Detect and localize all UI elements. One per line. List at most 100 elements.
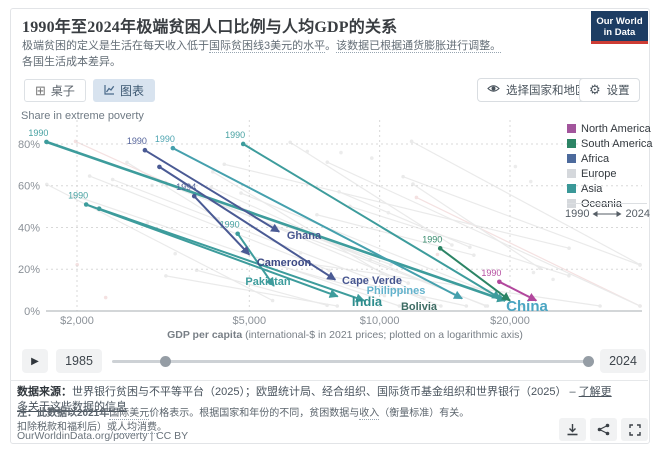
page-title: 1990年至2024年极端贫困人口比例与人均GDP的关系	[22, 19, 398, 36]
timeline-start-year[interactable]: 1985	[56, 349, 102, 373]
note-text: （衡量标准）有关。	[379, 408, 470, 419]
series-china[interactable]: 1990 China	[28, 128, 548, 315]
series-line[interactable]	[98, 207, 365, 303]
download-button[interactable]	[559, 418, 586, 441]
series-start-point	[96, 206, 102, 211]
legend-item-africa[interactable]: Africa	[567, 151, 653, 166]
timeline-end-year[interactable]: 2024	[600, 349, 646, 373]
series-start-year: 1990	[422, 234, 442, 244]
legend-swatch	[567, 124, 576, 133]
series-start-point	[170, 145, 176, 151]
table-icon: ⊞	[35, 82, 46, 98]
series-start-year: 1990	[155, 134, 175, 144]
series-line[interactable]	[172, 147, 463, 300]
learn-more-link[interactable]: 了解更多关于这些数据的信息	[17, 386, 612, 414]
play-icon: ▶	[31, 355, 39, 367]
legend-swatch	[567, 154, 576, 163]
timeline-track[interactable]	[112, 360, 588, 363]
series-cape-verde[interactable]: Cape Verde	[157, 164, 402, 287]
data-sources: 数据来源：世界银行贫困与不平等平台（2025）；欧盟统计局、经合组织、国际货币基…	[17, 385, 617, 416]
series-north-america[interactable]: 1990	[481, 268, 538, 302]
connected-scatter-chart[interactable]: 0% 20% 40% 60% 80% $2,000 $5,000 $10,000 $20,000…	[0, 0, 660, 348]
series-line[interactable]	[45, 140, 507, 303]
fullscreen-button[interactable]	[621, 418, 648, 441]
timeline-handle-end[interactable]	[583, 356, 594, 367]
settings-button[interactable]: ⚙ 设置	[579, 78, 640, 102]
poverty-line-link[interactable]: 国际贫困线3美元的水平	[209, 40, 326, 53]
legend-label: North America	[581, 122, 651, 135]
select-countries-button[interactable]: 选择国家和地区	[477, 78, 597, 102]
eye-icon	[487, 82, 500, 98]
series-cameroon[interactable]: 1994 Cameroon	[176, 182, 311, 269]
canonical-url: OurWorldinData.org/poverty | CC BY	[17, 430, 189, 442]
legend-swatch	[567, 184, 576, 193]
inflation-adjust-link[interactable]: 该数据已根据通货膨胀进行调整。	[336, 40, 502, 53]
legend-label: South America	[581, 137, 653, 150]
legend-item-europe[interactable]: Europe	[567, 166, 653, 181]
double-arrow-icon	[592, 211, 622, 217]
share-icon	[597, 423, 610, 436]
period-end: 2024	[625, 208, 650, 220]
x-tick-label: $10,000	[360, 315, 400, 327]
series-line[interactable]	[498, 280, 538, 302]
legend-swatch	[567, 169, 576, 178]
series-label[interactable]: India	[352, 294, 383, 309]
subtitle-text: 极端贫困的定义是生活在每天收入低于	[22, 40, 209, 52]
legend-item-north-america[interactable]: North America	[567, 121, 653, 136]
series-label[interactable]: Cape Verde	[342, 275, 402, 287]
series-line[interactable]	[144, 149, 281, 233]
tab-table-label: 桌子	[50, 84, 75, 98]
income-link[interactable]: 收入	[359, 408, 380, 420]
series-line[interactable]	[439, 247, 511, 302]
note-text2: 扣除税款和福利后）或	[17, 421, 117, 433]
series-label[interactable]: China	[506, 298, 548, 315]
sources-label: 数据来源：	[17, 386, 72, 398]
note-text: 价格表示。根据国家和年份的不同，贫困数据与	[149, 408, 360, 419]
series-india[interactable]: India	[96, 206, 383, 309]
series-label[interactable]: Ghana	[287, 230, 322, 242]
series-label[interactable]: Philippines	[367, 285, 426, 297]
owid-logo-line1: Our World	[596, 16, 643, 27]
series-line[interactable]	[242, 143, 502, 300]
series-bolivia[interactable]: 1990 Bolivia	[401, 234, 511, 313]
chart-subtitle: 极端贫困的定义是生活在每天收入低于国际贫困线3美元的水平。该数据已根据通货膨胀进…	[22, 39, 502, 71]
tab-table[interactable]: ⊞ 桌子	[24, 79, 86, 102]
legend-item-asia[interactable]: Asia	[567, 181, 653, 196]
series-ghana[interactable]: 1990 Ghana	[127, 136, 322, 242]
series-start-point	[83, 202, 89, 207]
footer-divider	[10, 380, 648, 381]
series-asia[interactable]: 1990	[220, 220, 275, 287]
series-label[interactable]: Cameroon	[257, 257, 312, 269]
series-asia[interactable]: 1990	[225, 130, 502, 300]
series-start-year: 1990	[68, 191, 88, 201]
play-button[interactable]: ▶	[22, 349, 48, 373]
owid-logo[interactable]: Our World in Data	[591, 11, 648, 44]
legend-item-south-america[interactable]: South America	[567, 136, 653, 151]
y-tick-label: 80%	[18, 139, 40, 151]
series-label[interactable]: Bolivia	[401, 301, 438, 313]
timeline-handle-start[interactable]	[160, 356, 171, 367]
series-start-point	[142, 147, 148, 153]
line-chart-icon	[104, 84, 115, 98]
period-indicator: 1990 2024	[565, 208, 650, 220]
series-start-year: 1990	[225, 130, 245, 140]
series-philippines[interactable]: 1990 Philippines	[155, 134, 463, 300]
series-start-point	[191, 193, 197, 199]
consumption-link[interactable]: 人均消费	[117, 421, 157, 434]
gear-icon: ⚙	[589, 82, 601, 97]
footnote: 注：此数据以2021年国际美元价格表示。根据国家和年份的不同，贫困数据与收入（衡…	[17, 407, 537, 434]
x-tick-label: $5,000	[232, 315, 266, 327]
y-tick-label: 0%	[24, 306, 40, 318]
y-tick-label: 20%	[18, 264, 40, 276]
continent-legend: North America South America Africa Europe As…	[567, 121, 653, 211]
series-start-point	[240, 141, 246, 147]
tab-chart[interactable]: 图表	[93, 79, 156, 102]
sources-text: 世界银行贫困与不平等平台（2025）；欧盟统计局、经合组织、国际货币基金组织和世…	[72, 386, 579, 398]
series-line[interactable]	[158, 166, 337, 281]
share-button[interactable]	[590, 418, 617, 441]
select-countries-label: 选择国家和地区	[506, 85, 587, 97]
series-line[interactable]	[193, 195, 251, 256]
intl-dollar-link[interactable]: 国际美元	[109, 408, 150, 420]
series-line[interactable]	[236, 233, 275, 287]
x-tick-label: $20,000	[490, 315, 530, 327]
